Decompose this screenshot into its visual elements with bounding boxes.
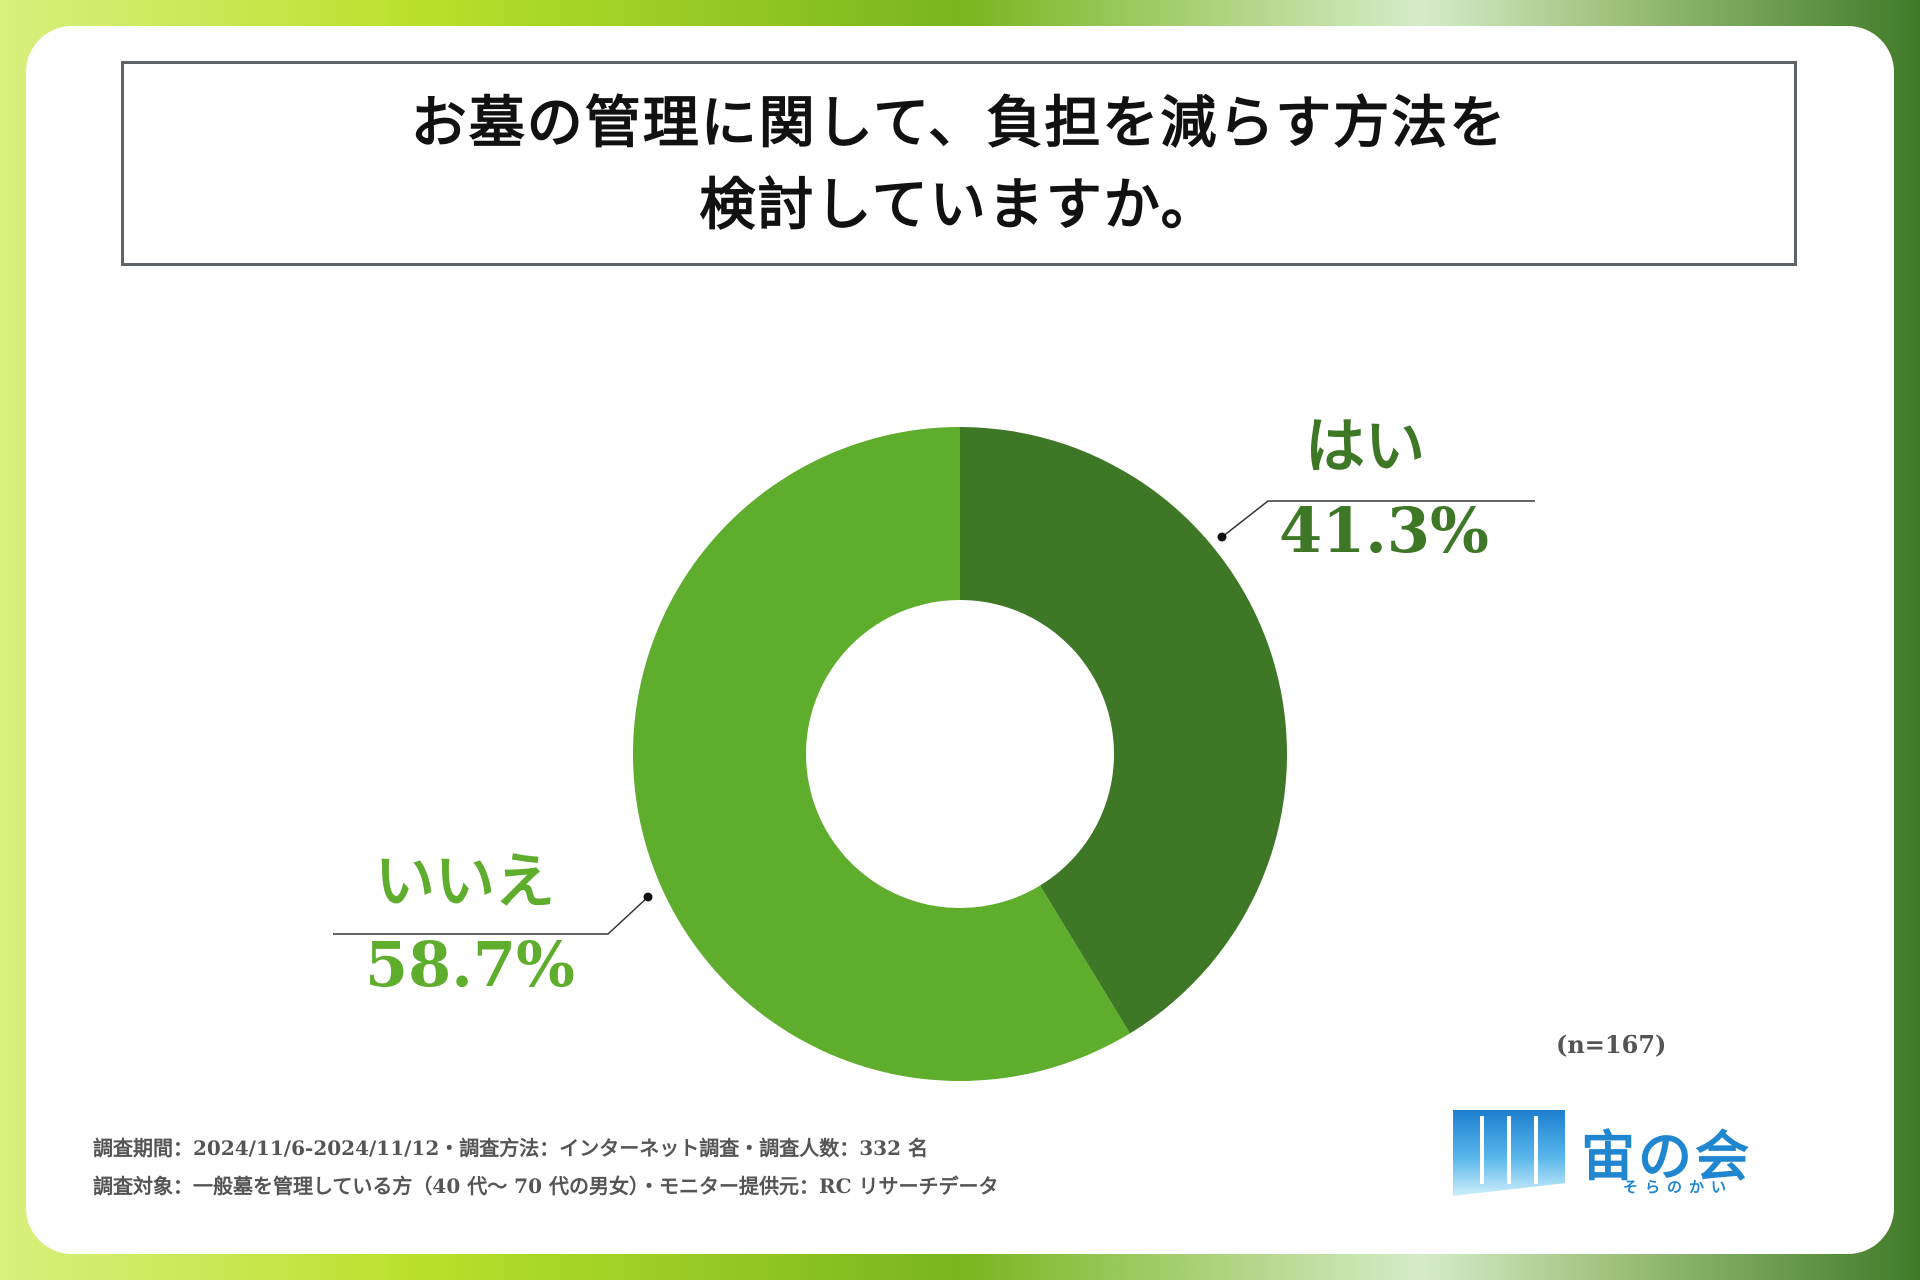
chart-title-line-2: 検討していますか。 bbox=[699, 171, 1219, 238]
callout-no bbox=[333, 892, 653, 935]
footnote-survey-period: 調査期間：2024/11/6-2024/11/12・調査方法：インターネット調査… bbox=[93, 1136, 928, 1160]
sample-size-label: (n=167) bbox=[1556, 1030, 1667, 1059]
slice-label-no: いいえ bbox=[375, 847, 555, 917]
footnote-survey-target: 調査対象：一般墓を管理している方（40 代〜 70 代の男女）・モニター提供元：… bbox=[93, 1174, 999, 1198]
chart-title-line-1: お墓の管理に関して、負担を減らす方法を bbox=[410, 89, 1508, 156]
donut-slice-no bbox=[633, 427, 1130, 1082]
slice-value-no: 58.7% bbox=[365, 928, 575, 1001]
slice-label-yes: はい bbox=[1305, 412, 1425, 482]
brand-name: 宙の会 bbox=[1581, 1125, 1752, 1188]
building-window-icon bbox=[1453, 1110, 1565, 1196]
slice-value-yes: 41.3% bbox=[1279, 494, 1489, 567]
donut-slice-yes bbox=[960, 427, 1287, 1034]
callout-yes bbox=[1217, 500, 1535, 542]
donut-slices bbox=[633, 427, 1287, 1082]
brand-reading: そらのかい bbox=[1623, 1178, 1734, 1196]
title-box: お墓の管理に関して、負担を減らす方法を 検討していますか。 bbox=[121, 61, 1797, 266]
brand-logo: 宙の会 そらのかい bbox=[1453, 1110, 1793, 1200]
